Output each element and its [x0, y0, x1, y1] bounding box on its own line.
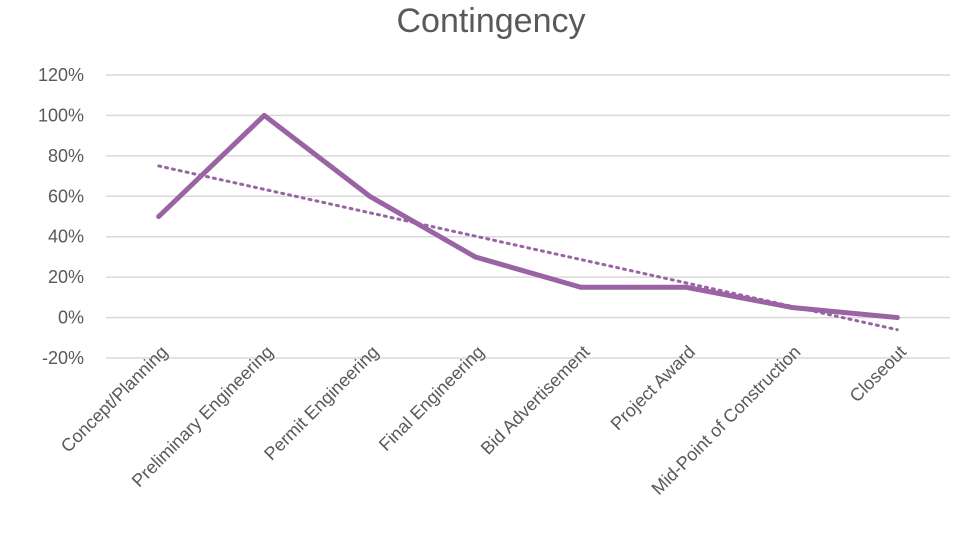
- data-point: [894, 315, 900, 321]
- y-tick-label: 100%: [38, 105, 84, 125]
- y-tick-label: 0%: [58, 308, 84, 328]
- data-point: [261, 112, 267, 118]
- series-layer: [156, 112, 900, 321]
- data-point: [683, 284, 689, 290]
- y-tick-label: 120%: [38, 65, 84, 85]
- gridlines: [106, 74, 950, 359]
- data-point: [472, 254, 478, 260]
- y-tick-label: -20%: [42, 348, 84, 368]
- x-tick-label: Bid Advertisement: [477, 342, 594, 459]
- y-tick-label: 80%: [48, 146, 84, 166]
- chart-title: Contingency: [396, 2, 586, 40]
- data-point: [367, 193, 373, 199]
- x-tick-label: Project Award: [607, 342, 699, 434]
- y-tick-label: 40%: [48, 227, 84, 247]
- data-point: [156, 214, 162, 219]
- y-tick-label: 60%: [48, 186, 84, 206]
- y-axis-tick-labels: -20% 0% 20% 40% 60% 80% 100% 120%: [38, 65, 84, 368]
- series-line: [156, 112, 900, 321]
- data-point: [789, 304, 795, 310]
- y-tick-label: 20%: [48, 267, 84, 287]
- x-tick-label: Permit Engineering: [260, 342, 382, 464]
- x-tick-label: Closeout: [846, 342, 910, 406]
- data-point: [578, 284, 584, 290]
